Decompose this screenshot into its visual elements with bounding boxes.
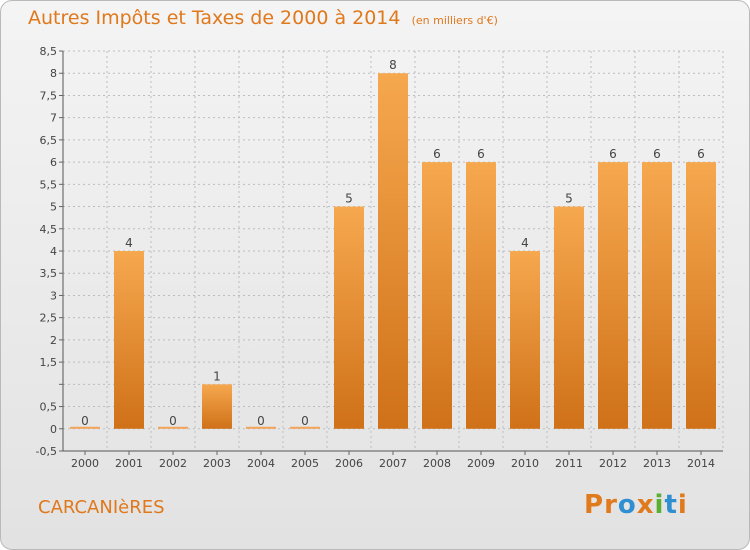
y-tick-label: 2,5: [40, 312, 58, 325]
y-tick-label: 2: [50, 334, 57, 347]
x-tick-label-2008: 2008: [423, 457, 451, 470]
data-label-2008: 6: [433, 147, 441, 161]
x-tick-label-2007: 2007: [379, 457, 407, 470]
data-label-2014: 6: [697, 147, 705, 161]
data-label-2012: 6: [609, 147, 617, 161]
bar-2005: [290, 426, 320, 429]
proxiti-logo: Proxiti: [584, 490, 688, 520]
x-tick-label-2006: 2006: [335, 457, 363, 470]
commune-name: CARCANIèRES: [38, 497, 165, 518]
x-tick-label-2014: 2014: [687, 457, 715, 470]
data-label-2010: 4: [521, 236, 529, 250]
x-tick-label-2005: 2005: [291, 457, 319, 470]
bar-2001: [114, 251, 144, 429]
y-tick-label: 0: [50, 423, 57, 436]
x-tick-label-2001: 2001: [115, 457, 143, 470]
logo-letter: r: [604, 490, 618, 520]
logo-letter: P: [584, 490, 605, 520]
bar-2013: [642, 162, 672, 429]
bar-2010: [510, 251, 540, 429]
data-label-2003: 1: [213, 369, 221, 383]
bar-2002: [158, 426, 188, 429]
y-tick-label: 7: [50, 112, 57, 125]
logo-letter: o: [617, 490, 637, 520]
bar-2007: [378, 73, 408, 429]
bar-2011: [554, 206, 584, 429]
chart-title: Autres Impôts et Taxes de 2000 à 2014 (e…: [28, 7, 498, 29]
logo-letter: i: [677, 490, 688, 520]
y-tick-label: 0,5: [40, 401, 58, 414]
x-tick-label-2004: 2004: [247, 457, 275, 470]
y-tick-label: 4,5: [40, 223, 58, 236]
y-tick-label: 3,5: [40, 267, 58, 280]
data-label-2006: 5: [345, 192, 353, 206]
bar-2008: [422, 162, 452, 429]
chart-main-title: Autres Impôts et Taxes de 2000 à 2014: [28, 7, 401, 29]
logo-letter: t: [664, 490, 678, 520]
logo-letter: x: [636, 490, 655, 520]
x-tick-label-2000: 2000: [71, 457, 99, 470]
y-tick-label: 8,5: [40, 45, 58, 58]
y-tick-label: 1,5: [40, 356, 58, 369]
data-label-2011: 5: [565, 192, 573, 206]
bar-2014: [686, 162, 716, 429]
logo-letter: i: [654, 490, 665, 520]
y-tick-label: 3: [50, 289, 57, 302]
data-label-2007: 8: [389, 58, 397, 72]
x-tick-label-2013: 2013: [643, 457, 671, 470]
x-tick-label-2009: 2009: [467, 457, 495, 470]
data-label-2002: 0: [169, 414, 177, 428]
bar-2012: [598, 162, 628, 429]
y-tick-label: 5: [50, 201, 57, 214]
y-tick-label: 5,5: [40, 178, 58, 191]
bar-2003: [202, 384, 232, 429]
data-label-2000: 0: [81, 414, 89, 428]
x-tick-label-2011: 2011: [555, 457, 583, 470]
x-tick-label-2012: 2012: [599, 457, 627, 470]
y-tick-label: 6: [50, 156, 57, 169]
y-tick-label: 7,5: [40, 89, 58, 102]
data-label-2009: 6: [477, 147, 485, 161]
x-tick-label-2002: 2002: [159, 457, 187, 470]
bar-2009: [466, 162, 496, 429]
chart-subtitle: (en milliers d'€): [411, 14, 498, 27]
bar-2004: [246, 426, 276, 429]
x-tick-label-2010: 2010: [511, 457, 539, 470]
y-tick-label: 4: [50, 245, 57, 258]
data-label-2013: 6: [653, 147, 661, 161]
y-tick-label: 6,5: [40, 134, 58, 147]
data-label-2005: 0: [301, 414, 309, 428]
bar-2000: [70, 426, 100, 429]
data-label-2004: 0: [257, 414, 265, 428]
bar-2006: [334, 206, 364, 429]
data-label-2001: 4: [125, 236, 133, 250]
x-tick-label-2003: 2003: [203, 457, 231, 470]
y-tick-label: -0,5: [36, 445, 57, 458]
y-tick-label: 8: [50, 67, 57, 80]
